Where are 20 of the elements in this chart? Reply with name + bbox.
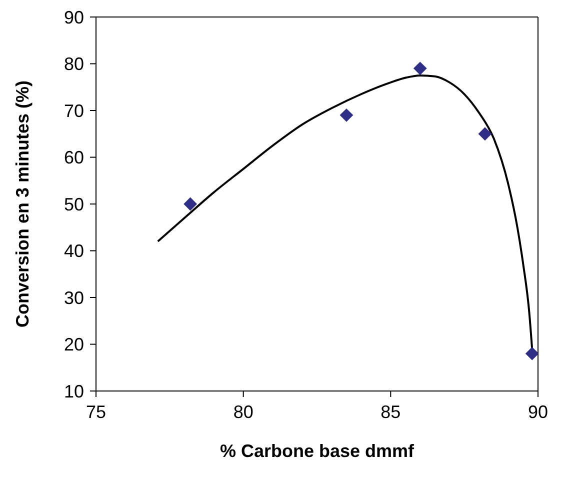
y-tick-label: 80	[64, 54, 84, 74]
y-tick-label: 70	[64, 100, 84, 121]
point	[526, 347, 538, 360]
y-tick-label: 60	[64, 148, 84, 168]
point	[184, 198, 197, 210]
y-tick-label: 90	[64, 7, 84, 28]
y-tick-label: 30	[64, 288, 84, 308]
point	[414, 62, 427, 75]
y-tick-label: 50	[64, 194, 84, 214]
x-tick-label: 85	[380, 402, 401, 422]
y-tick-label: 10	[64, 381, 84, 402]
point	[340, 108, 353, 122]
y-tick-label: 20	[64, 334, 84, 355]
point	[478, 127, 492, 140]
x-tick-label: 80	[233, 402, 254, 422]
y-axis-title: Conversion en 3 minutes (%)	[12, 80, 32, 328]
x-tick-label: 90	[528, 402, 548, 422]
y-tick-label: 40	[64, 241, 84, 262]
x-tick-label: 75	[86, 402, 106, 422]
x-axis-title: % Carbone base dmmf	[220, 441, 416, 461]
